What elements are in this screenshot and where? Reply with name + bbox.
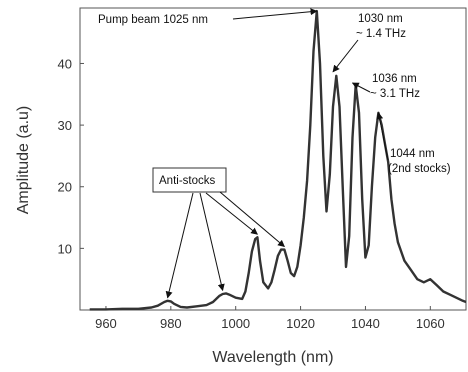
x-tick-label: 1040 [351, 316, 380, 331]
anti-stocks-box [152, 167, 227, 193]
y-tick-label: 10 [58, 241, 72, 256]
x-axis-label: Wavelength (nm) [212, 349, 333, 366]
arrow-anti-stocks-980 [165, 192, 194, 299]
plot-area-frame [79, 7, 467, 311]
arrow-pump [232, 8, 318, 20]
x-tick-label: 960 [95, 316, 117, 331]
x-tick-label: 980 [160, 316, 182, 331]
y-tick-label: 20 [58, 180, 72, 195]
arrow-anti-stocks-1007 [205, 192, 258, 235]
annotation-1030nm: 1030 nm ~ 1.4 THz [356, 13, 406, 40]
spectrum-line [89, 9, 467, 311]
y-tick-label: 30 [58, 118, 72, 133]
x-tick-label: 1000 [221, 316, 250, 331]
x-tick-label: 1060 [416, 316, 445, 331]
y-axis-label: Amplitude (a.u) [15, 106, 32, 215]
x-tick-label: 1020 [286, 316, 315, 331]
annotation-1044nm: 1044 nm (2nd stocks) [388, 148, 451, 175]
arrow-1030nm [332, 39, 359, 73]
annotation-pump: Pump beam 1025 nm [98, 14, 208, 26]
x-axis-ticks: 960 980 1000 1020 1040 1060 [95, 306, 445, 331]
y-tick-label: 40 [58, 56, 72, 71]
arrow-anti-stocks-1015 [219, 191, 285, 248]
annotation-1036nm: 1036 nm ~ 3.1 THz [370, 73, 420, 100]
y-axis-ticks: 10 20 30 40 [58, 56, 84, 256]
arrow-1044nm [376, 112, 389, 161]
arrow-anti-stocks-996 [199, 192, 225, 292]
anti-stocks-label: Anti-stocks [159, 175, 215, 187]
arrow-1036nm [351, 82, 371, 93]
annotations: Pump beam 1025 nm 1030 nm ~ 1.4 THz 1036… [98, 8, 451, 299]
